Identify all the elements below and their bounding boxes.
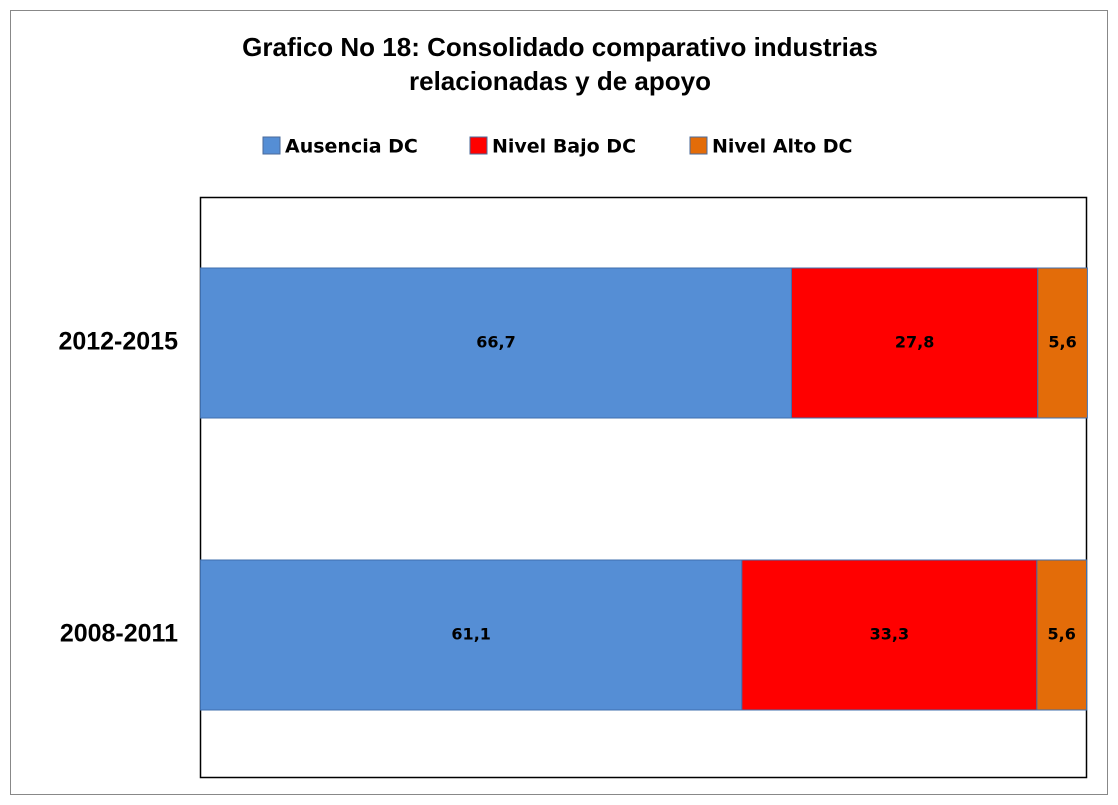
bar-segment bbox=[1036, 559, 1088, 711]
data-label: 5,6 bbox=[1048, 333, 1076, 352]
legend-label: Nivel Alto DC bbox=[712, 136, 853, 158]
legend-swatch bbox=[469, 136, 488, 155]
y-tick-label: 2012-2015 bbox=[58, 328, 178, 356]
data-label: 27,8 bbox=[895, 333, 934, 352]
data-label: 61,1 bbox=[451, 625, 490, 644]
bar-segment bbox=[790, 267, 1039, 419]
data-label: 33,3 bbox=[870, 625, 909, 644]
bar-segment bbox=[200, 267, 792, 419]
y-tick-label: 2008-2011 bbox=[60, 620, 178, 648]
bar-segment bbox=[200, 559, 743, 711]
legend-label: Nivel Bajo DC bbox=[492, 136, 636, 158]
chart-title: relacionadas y de apoyo bbox=[409, 66, 711, 96]
data-label: 66,7 bbox=[476, 333, 515, 352]
chart-title: Grafico No 18: Consolidado comparativo i… bbox=[242, 32, 878, 62]
legend-swatch bbox=[689, 136, 708, 155]
legend-label: Ausencia DC bbox=[285, 136, 418, 158]
bar-segment bbox=[1037, 267, 1088, 419]
bar-segment bbox=[741, 559, 1038, 711]
legend-swatch bbox=[262, 136, 281, 155]
data-label: 5,6 bbox=[1048, 625, 1076, 644]
